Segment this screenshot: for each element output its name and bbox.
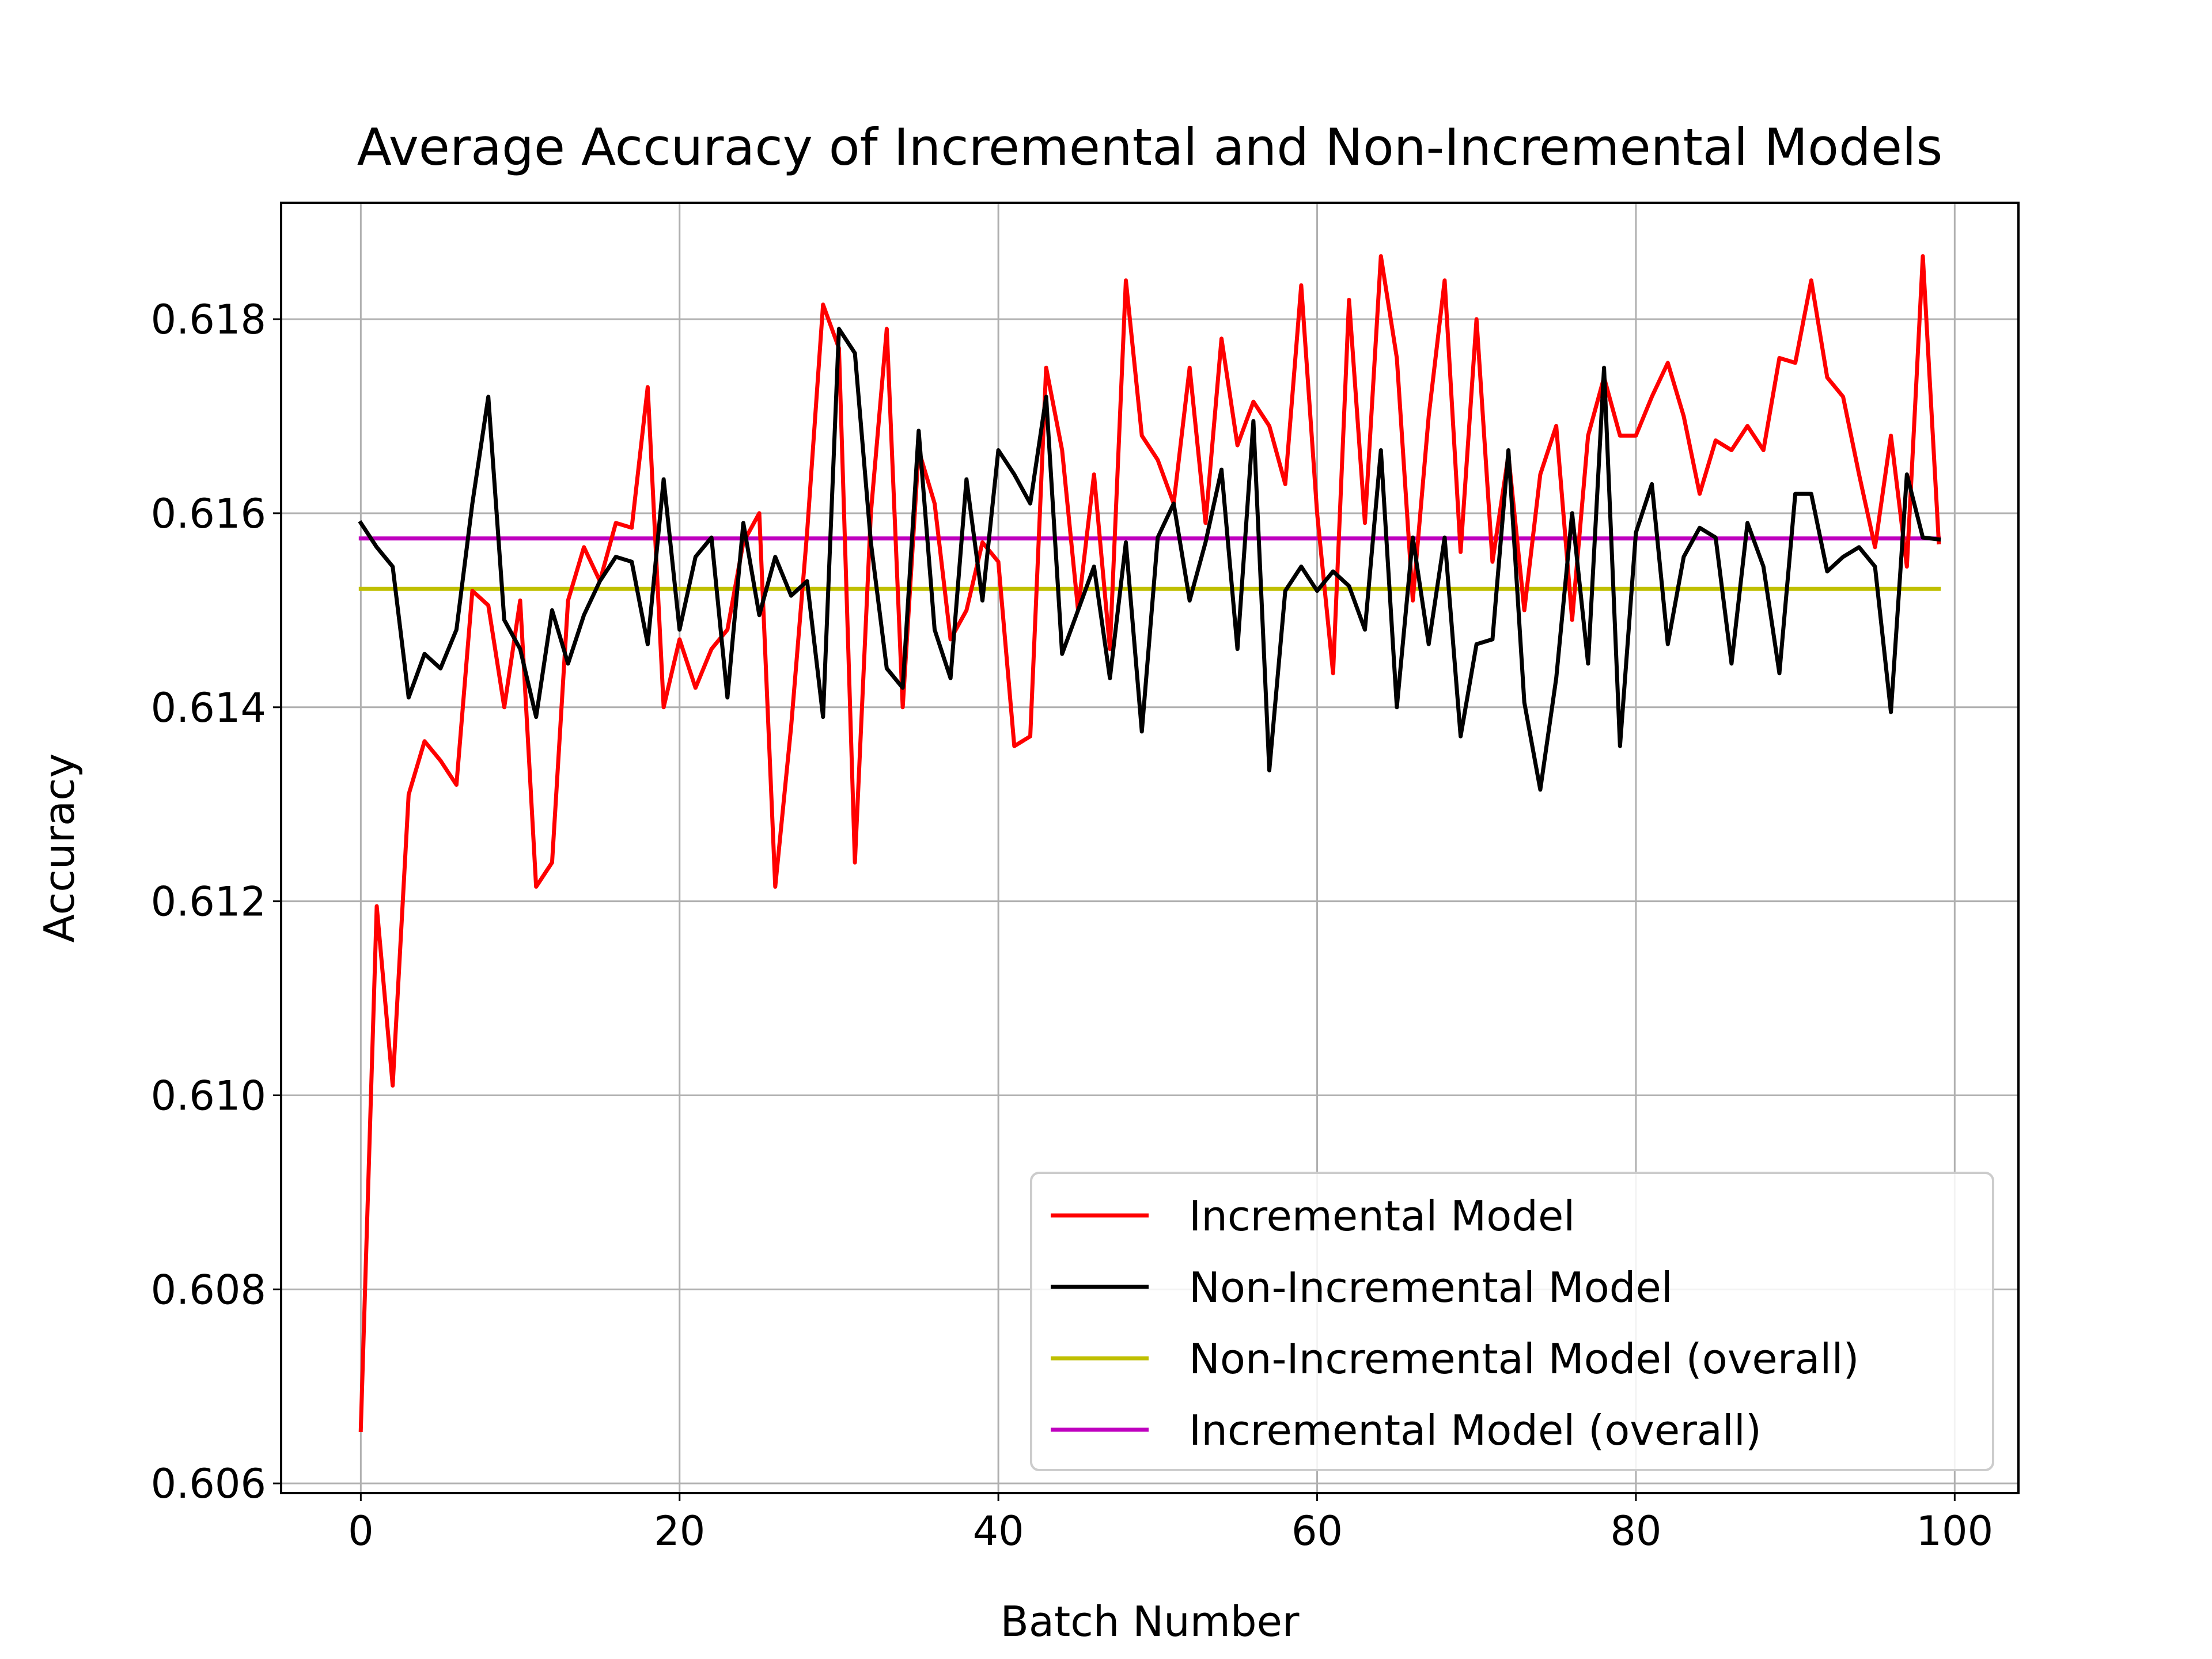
legend-box [1030, 1172, 1994, 1471]
y-tick-label: 0.610 [151, 1072, 266, 1119]
x-tick-label: 100 [1916, 1508, 1994, 1555]
x-tick-label: 0 [348, 1508, 374, 1555]
y-tick-label: 0.614 [151, 684, 266, 732]
plot-frame [280, 202, 2020, 1494]
legend-label: Non-Incremental Model (overall) [1189, 1335, 1859, 1383]
grid [281, 203, 2018, 1493]
chart-title: Average Accuracy of Incremental and Non-… [357, 118, 1943, 177]
legend-label: Non-Incremental Model [1189, 1263, 1673, 1312]
legend: Incremental Model Non-Incremental Model No… [1030, 1172, 1994, 1471]
x-tick-label: 80 [1610, 1508, 1661, 1555]
y-tick-label: 0.606 [151, 1460, 266, 1508]
y-tick-label: 0.618 [151, 296, 266, 343]
y-axis-label: Accuracy [35, 753, 84, 943]
y-tick-label: 0.612 [151, 878, 266, 926]
x-tick-label: 60 [1291, 1508, 1343, 1555]
x-axis-label: Batch Number [1000, 1597, 1299, 1646]
axis-ticks: 0 20 40 60 80 100 0.606 0.608 0.610 0.612 0.614 0.6… [151, 296, 1994, 1555]
series-line-non-incremental-model [358, 327, 1941, 792]
x-tick-label: 40 [973, 1508, 1024, 1555]
series-line-incremental-model [358, 254, 1941, 1433]
legend-label: Incremental Model [1189, 1192, 1575, 1240]
y-tick-label: 0.608 [151, 1266, 266, 1313]
series-lines [358, 254, 1941, 1433]
y-tick-label: 0.616 [151, 490, 266, 537]
legend-label: Incremental Model (overall) [1189, 1406, 1762, 1455]
x-tick-label: 20 [654, 1508, 705, 1555]
